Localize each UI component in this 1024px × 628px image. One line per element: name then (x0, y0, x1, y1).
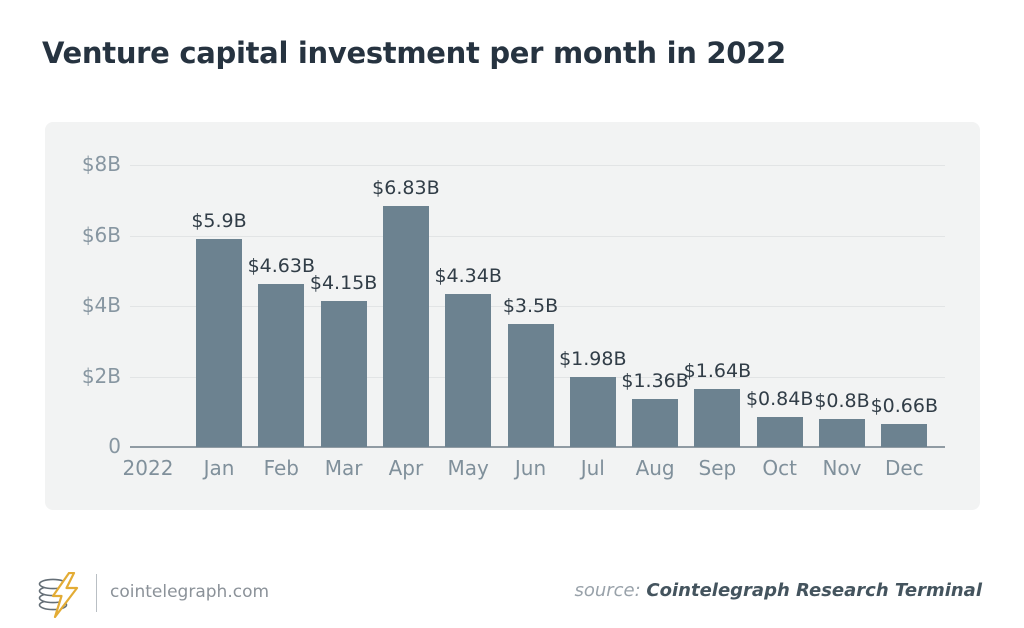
x-axis-label-jul: Jul (580, 456, 605, 480)
bar-value-label: $5.9B (191, 210, 247, 233)
bar-apr (382, 206, 429, 447)
source-value: Cointelegraph Research Terminal (646, 580, 982, 601)
bar-value-label: $0.8B (814, 389, 870, 412)
bar-value-label: $0.66B (870, 394, 939, 417)
y-axis-label: $6B (81, 222, 121, 247)
bar-value-label: $4.34B (434, 265, 502, 287)
x-axis-label-may: May (447, 456, 489, 480)
x-axis-label-sep: Sep (698, 456, 737, 480)
bar-jan (196, 239, 242, 447)
bar-may (445, 294, 492, 447)
bar-value-label: $4.15B (309, 271, 378, 294)
bar-value-label: $4.63B (247, 254, 316, 277)
bar-nov (819, 418, 865, 447)
y-axis-label: $2B (81, 363, 121, 388)
x-axis-label-aug: Aug (635, 456, 675, 480)
gridline (130, 165, 945, 166)
y-axis-label: 0 (108, 434, 121, 458)
x-axis-year-label: 2022 (122, 456, 174, 480)
x-axis-label-oct: Oct (762, 456, 797, 480)
footer-site-text: cointelegraph.com (110, 582, 270, 602)
bar-dec (881, 423, 928, 447)
gridline (130, 235, 945, 237)
bar-value-label: $3.5B (502, 294, 559, 317)
gridline (130, 306, 945, 307)
bar-value-label: $1.36B (621, 370, 689, 393)
bar-jun (507, 323, 554, 447)
x-axis-label-dec: Dec (884, 456, 924, 480)
bar-mar (320, 300, 367, 447)
x-axis-line (130, 446, 945, 448)
x-axis-label-mar: Mar (324, 456, 363, 480)
bar-jul (569, 377, 616, 447)
source-label: source: (574, 580, 641, 601)
bar-value-label: $1.64B (683, 360, 752, 383)
y-axis-label: $8B (81, 152, 121, 176)
bar-feb (258, 283, 305, 447)
bar-value-label: $6.83B (372, 177, 440, 200)
bar-oct (756, 417, 803, 447)
footer-divider (96, 574, 97, 612)
lightning-icon (51, 571, 79, 619)
chart-title: Venture capital investment per month in … (42, 36, 786, 70)
x-axis-label-feb: Feb (263, 456, 299, 480)
cointelegraph-logo-icon (38, 571, 79, 619)
x-axis-label-jan: Jan (203, 456, 235, 480)
footer: cointelegraph.com source: Cointelegraph … (0, 568, 1024, 628)
bar-aug (632, 399, 679, 447)
y-axis-label: $4B (81, 293, 121, 317)
cointelegraph-logo (36, 571, 86, 619)
x-axis-label-nov: Nov (822, 456, 862, 480)
bar-value-label: $1.98B (559, 348, 627, 371)
x-axis-label-jun: Jun (514, 456, 547, 480)
bar-sep (694, 389, 741, 447)
bar-value-label: $0.84B (745, 388, 814, 411)
footer-source: source: Cointelegraph Research Terminal (574, 580, 982, 601)
x-axis-label-apr: Apr (388, 456, 424, 480)
chart-panel: $8B $6B $4B $2B 0 $5.9B $4.63B $4.15B $6.83B $4.… (45, 122, 980, 510)
